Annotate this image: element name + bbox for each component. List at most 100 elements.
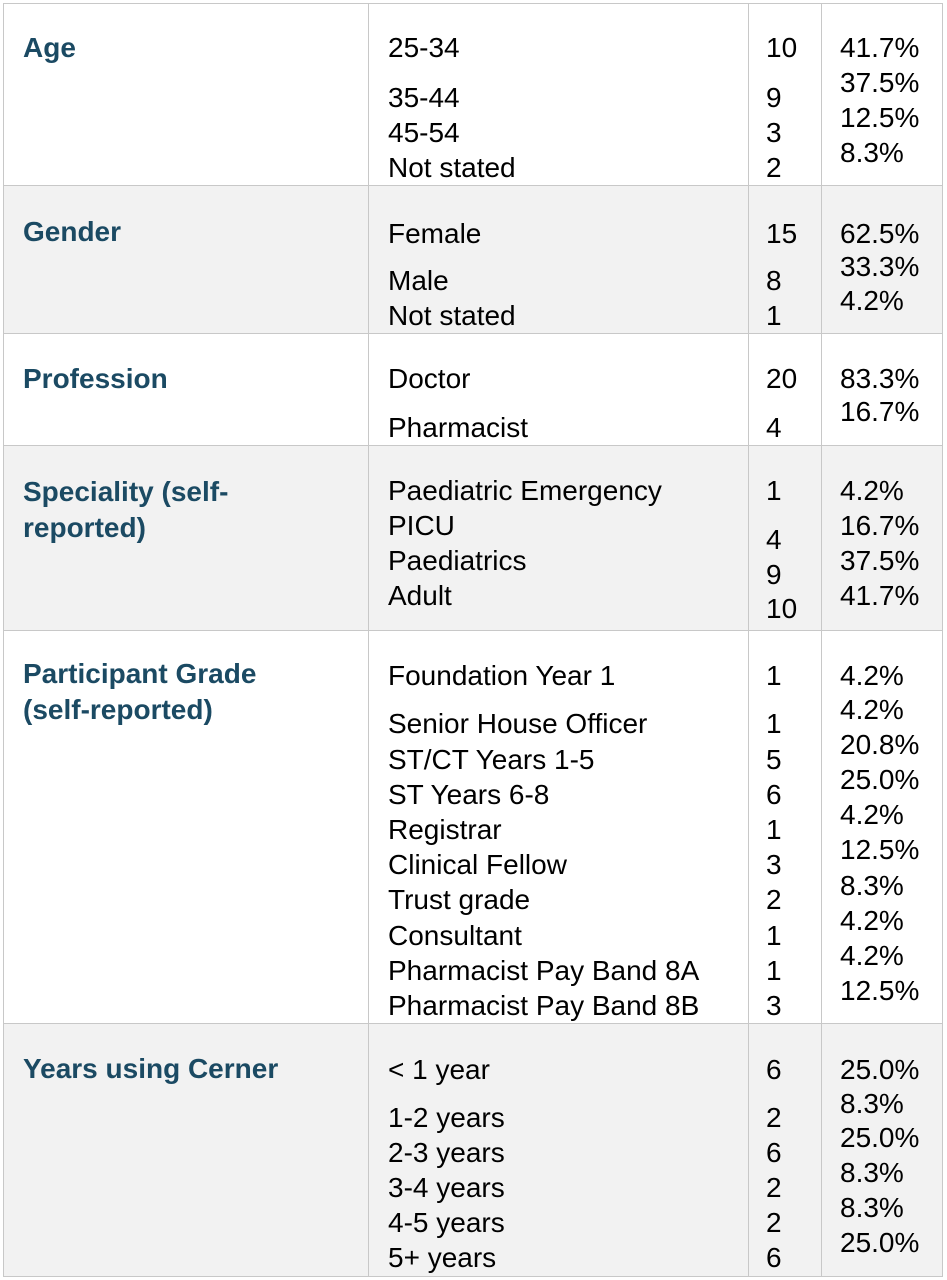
table-section-age: Age 25-34 35-44 45-54 Not stated 10 9 3 … [3,3,943,185]
row-label: ST Years 6-8 [388,779,550,810]
row-percent: 8.3% [840,1192,904,1223]
row-percent: 4.2% [840,694,904,725]
row-count: 8 [766,265,782,296]
row-label: 3-4 years [388,1172,505,1203]
row-label: Clinical Fellow [388,849,567,880]
row-percent: 16.7% [840,396,920,427]
section-heading: Age [23,32,76,63]
row-count: 1 [766,955,782,986]
row-percent: 8.3% [840,870,904,901]
row-count: 2 [766,1207,782,1238]
row-count: 4 [766,412,782,443]
row-count: 20 [766,363,798,394]
row-count: 10 [766,32,798,63]
row-percent: 25.0% [840,1054,920,1085]
table-section-years-using-cerner: Years using Cerner < 1 year 1-2 years 2-… [3,1023,943,1277]
row-percent: 33.3% [840,251,920,282]
row-percent: 62.5% [840,218,920,249]
row-label: Doctor [388,363,471,394]
section-heading: Participant Grade (self-reported) [23,658,257,725]
section-heading: Years using Cerner [23,1053,279,1084]
row-count: 6 [766,779,782,810]
row-label: Male [388,265,449,296]
row-percent: 25.0% [840,1227,920,1258]
row-count: 1 [766,708,782,739]
row-percent: 25.0% [840,764,920,795]
row-label: Senior House Officer [388,708,648,739]
row-label: 5+ years [388,1242,497,1273]
table-section-participant-grade: Participant Grade (self-reported) Founda… [3,630,943,1023]
table-section-gender: Gender Female Male Not stated 15 8 1 62.… [3,185,943,333]
row-count: 9 [766,82,782,113]
row-count: 5 [766,744,782,775]
row-percent: 4.2% [840,475,904,506]
section-heading: Profession [23,363,168,394]
demographics-table: Age 25-34 35-44 45-54 Not stated 10 9 3 … [3,3,943,1277]
row-percent: 4.2% [840,799,904,830]
row-label: 35-44 [388,82,460,113]
row-count: 1 [766,814,782,845]
row-count: 6 [766,1137,782,1168]
row-count: 2 [766,152,782,183]
table-section-profession: Profession Doctor Pharmacist 20 4 83.3% … [3,333,943,445]
row-percent: 4.2% [840,940,904,971]
row-percent: 41.7% [840,580,920,611]
row-percent: 12.5% [840,102,920,133]
row-count: 4 [766,524,782,555]
row-label: PICU [388,510,455,541]
row-label: Registrar [388,814,502,845]
row-label: Adult [388,580,452,611]
row-percent: 4.2% [840,660,904,691]
row-percent: 4.2% [840,285,904,316]
row-count: 1 [766,475,782,506]
row-label: < 1 year [388,1054,490,1085]
section-heading: Speciality (self-reported) [23,476,229,543]
row-count: 3 [766,117,782,148]
row-label: 45-54 [388,117,460,148]
row-count: 6 [766,1054,782,1085]
section-heading: Gender [23,216,122,247]
row-count: 2 [766,1102,782,1133]
row-label: Not stated [388,300,516,331]
row-label: Not stated [388,152,516,183]
row-count: 1 [766,660,782,691]
row-label: Paediatric Emergency [388,475,662,506]
row-percent: 12.5% [840,834,920,865]
table-section-speciality: Speciality (self-reported) Paediatric Em… [3,445,943,630]
row-percent: 8.3% [840,137,904,168]
row-label: Pharmacist Pay Band 8A [388,955,700,986]
row-count: 2 [766,1172,782,1203]
row-percent: 37.5% [840,67,920,98]
row-percent: 83.3% [840,363,920,394]
row-label: ST/CT Years 1-5 [388,744,595,775]
row-percent: 16.7% [840,510,920,541]
row-count: 1 [766,920,782,951]
row-label: 1-2 years [388,1102,505,1133]
row-count: 2 [766,884,782,915]
row-percent: 8.3% [840,1088,904,1119]
row-label: 4-5 years [388,1207,505,1238]
row-label: 2-3 years [388,1137,505,1168]
row-count: 3 [766,849,782,880]
row-count: 3 [766,990,782,1021]
row-count: 9 [766,559,782,590]
row-count: 15 [766,218,798,249]
row-label: 25-34 [388,32,460,63]
row-label: Trust grade [388,884,531,915]
row-count: 6 [766,1242,782,1273]
row-label: Paediatrics [388,545,527,576]
row-count: 10 [766,593,798,624]
row-label: Pharmacist Pay Band 8B [388,990,700,1021]
row-count: 1 [766,300,782,331]
row-percent: 8.3% [840,1157,904,1188]
row-label: Pharmacist [388,412,529,443]
row-percent: 25.0% [840,1122,920,1153]
row-percent: 4.2% [840,905,904,936]
row-label: Consultant [388,920,522,951]
row-label: Female [388,218,482,249]
row-label: Foundation Year 1 [388,660,616,691]
row-percent: 37.5% [840,545,920,576]
row-percent: 12.5% [840,975,920,1006]
row-percent: 20.8% [840,729,920,760]
row-percent: 41.7% [840,32,920,63]
